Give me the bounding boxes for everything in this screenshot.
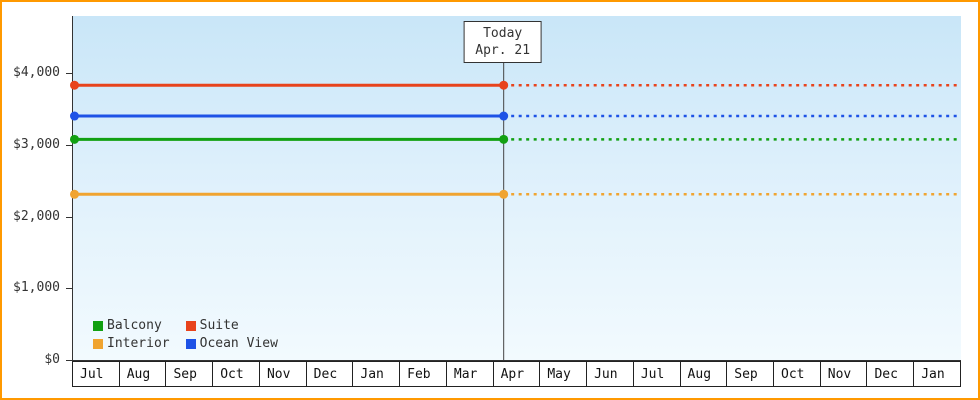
legend-label-suite: Suite	[199, 318, 239, 333]
legend-swatch-suite-icon	[185, 320, 196, 331]
month-cell: Aug	[679, 361, 728, 387]
month-cell: Jul	[632, 361, 681, 387]
y-axis-tick	[66, 216, 72, 218]
y-axis-label: $2,000	[13, 208, 60, 224]
x-axis-month-row: Jul Aug Sep Oct Nov Dec Jan Feb Mar Apr May Jun Jul A…	[72, 361, 961, 387]
legend-swatch-ocean-view-icon	[185, 338, 196, 349]
month-cell: Sep	[165, 361, 214, 387]
legend: Balcony Suite Interior Ocean View	[93, 318, 278, 351]
month-cell: May	[539, 361, 588, 387]
month-cell: Dec	[305, 361, 354, 387]
y-axis-tick	[66, 73, 72, 74]
month-cell: Jul	[72, 361, 120, 387]
series-start-dot-ocean-view	[70, 111, 79, 121]
legend-swatch-interior-icon	[93, 338, 103, 349]
y-axis-label: $4,000	[13, 65, 60, 80]
y-axis-label: $0	[44, 352, 60, 367]
series-today-dot-suite	[499, 80, 509, 90]
today-flag: Today Apr. 21	[463, 21, 543, 63]
legend-label-ocean-view: Ocean View	[199, 336, 278, 351]
y-axis-tick	[66, 360, 72, 361]
legend-swatch-balcony-icon	[93, 320, 103, 331]
legend-item-interior: Interior	[93, 336, 170, 351]
month-cell: Nov	[819, 361, 868, 387]
series-today-dot-balcony	[499, 134, 509, 144]
series-today-dot-interior	[499, 189, 509, 199]
month-cell: Mar	[445, 361, 494, 387]
month-cell: Nov	[258, 361, 307, 387]
legend-item-balcony: Balcony	[93, 318, 170, 333]
today-flag-title: Today	[483, 26, 523, 41]
month-cell: Jun	[586, 361, 634, 387]
month-cell: Aug	[118, 361, 167, 387]
legend-item-suite: Suite	[185, 318, 278, 333]
month-cell: Sep	[726, 361, 775, 387]
series-start-dot-balcony	[70, 134, 79, 144]
series-start-dot-interior	[70, 189, 79, 199]
series-plot	[70, 61, 961, 360]
today-flag-date: Apr. 21	[475, 43, 531, 58]
legend-label-balcony: Balcony	[107, 318, 162, 333]
y-axis-tick	[66, 288, 72, 290]
month-cell: Jan	[352, 361, 401, 387]
legend-item-ocean-view: Ocean View	[185, 336, 278, 351]
month-cell: Oct	[212, 361, 260, 387]
plot-area: Balcony Suite Interior Ocean View	[70, 16, 961, 361]
month-cell: Jan	[913, 361, 961, 387]
month-cell: Oct	[773, 361, 821, 387]
y-axis-label: $1,000	[13, 280, 60, 296]
series-start-dot-suite	[70, 80, 79, 90]
series-today-dot-ocean-view	[499, 111, 509, 121]
month-cell: Feb	[399, 361, 447, 387]
y-axis-label: $3,000	[13, 136, 60, 152]
month-cell: Apr	[492, 361, 541, 387]
y-axis-tick	[66, 144, 72, 146]
legend-label-interior: Interior	[107, 336, 170, 351]
month-cell: Dec	[866, 361, 915, 387]
